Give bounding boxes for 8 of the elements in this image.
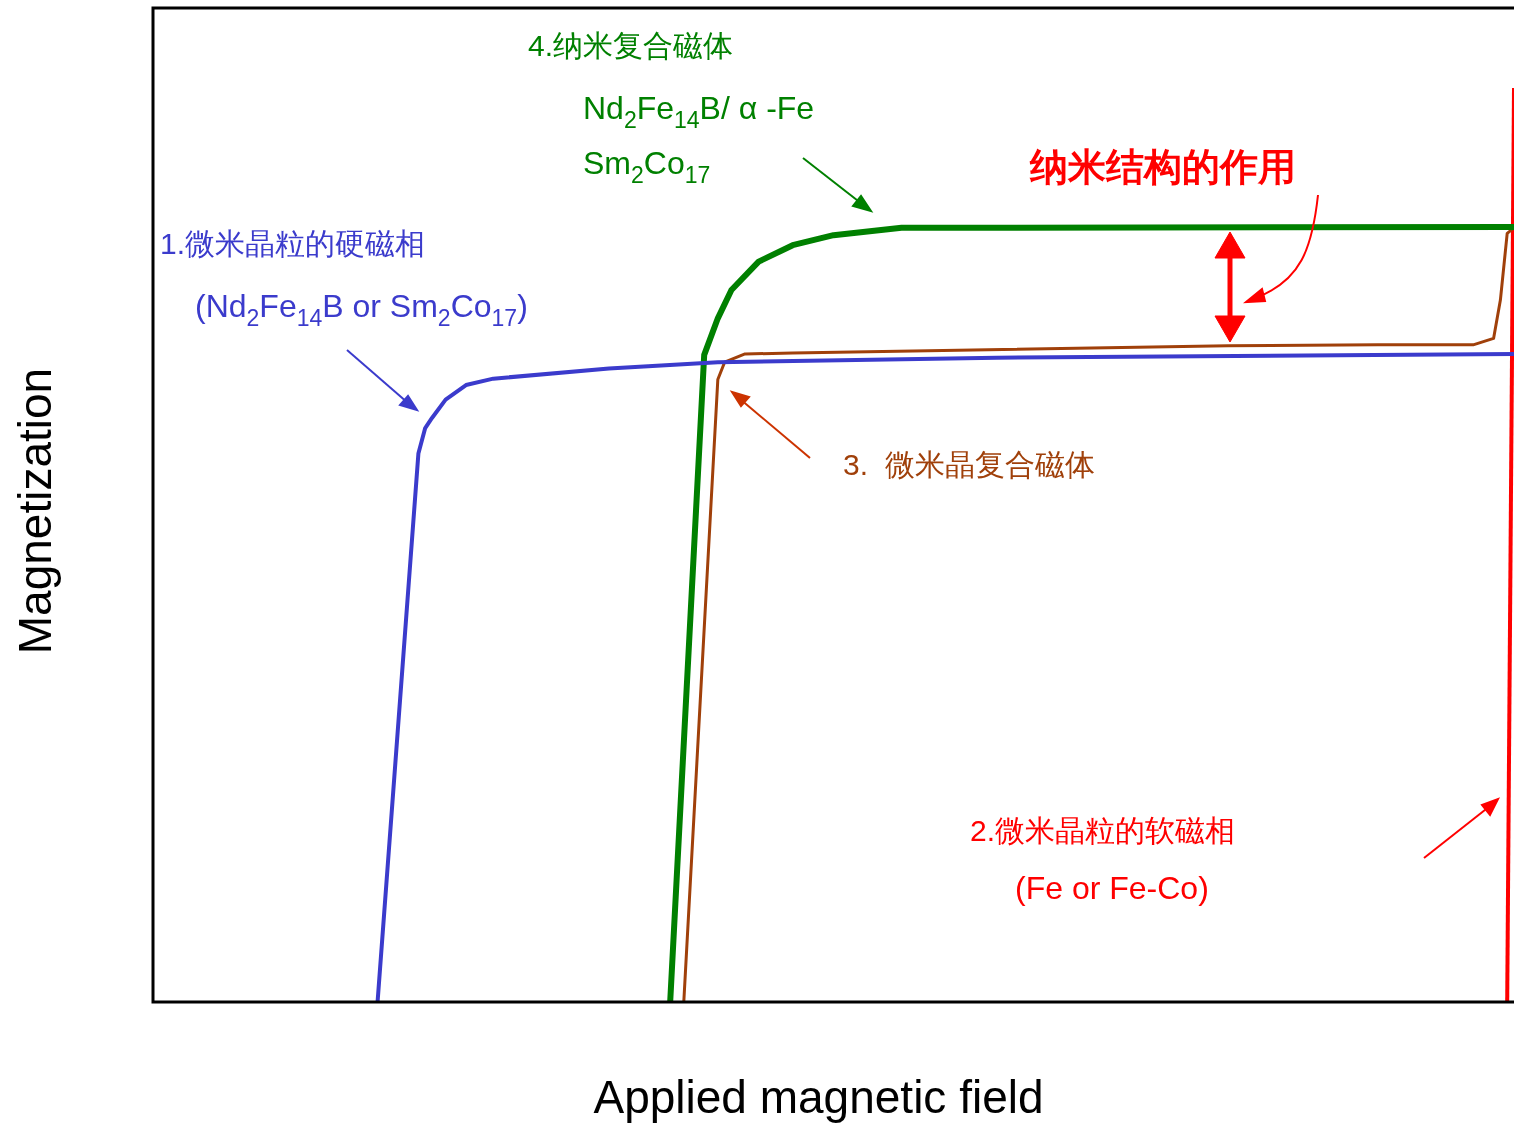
annotation: 2.微米晶粒的软磁相 [970, 814, 1236, 848]
annotation: 3. 微米晶复合磁体 [843, 448, 1095, 482]
annotation: 纳米结构的作用 [1029, 146, 1296, 189]
annotation: 1.微米晶粒的硬磁相 [160, 227, 426, 261]
y-axis-title: Magnetization [8, 367, 61, 655]
text: 4.纳米复合磁体 [528, 29, 734, 63]
annotation: (Fe or Fe-Co) [1015, 869, 1209, 906]
x-axis-title: Applied magnetic field [593, 1070, 1044, 1123]
